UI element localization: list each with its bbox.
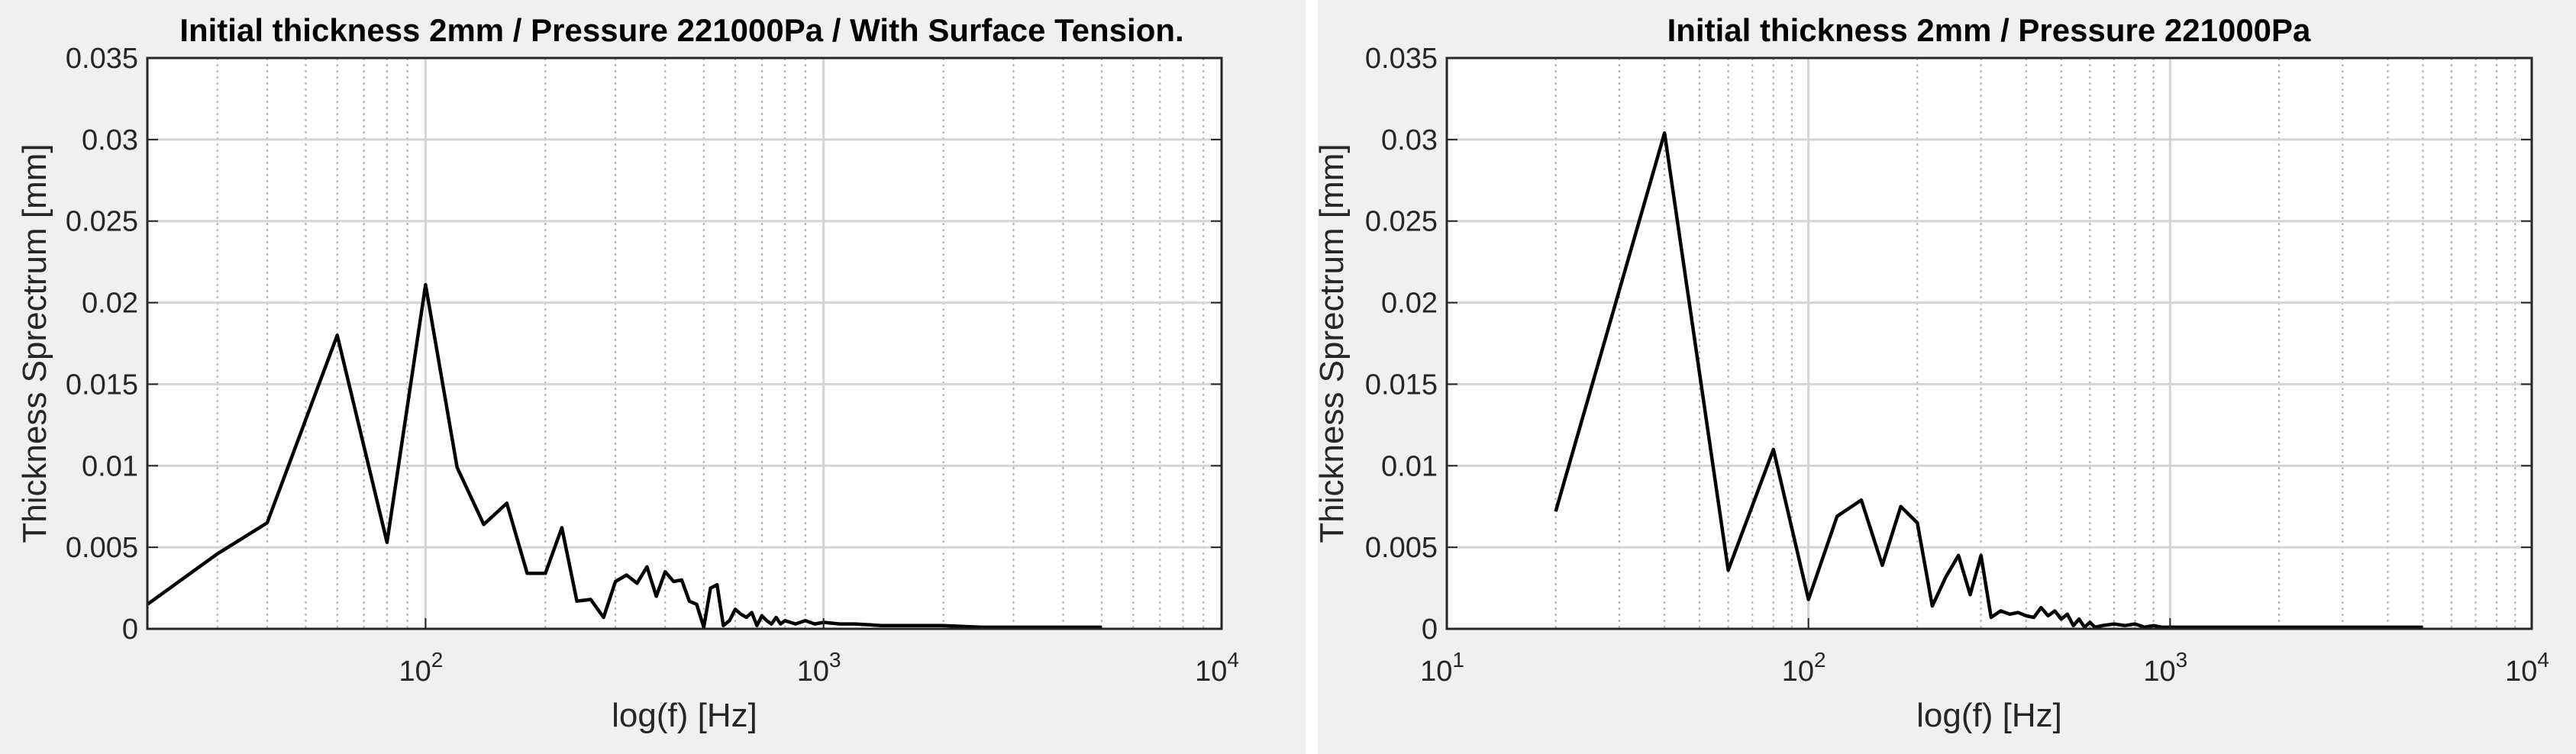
x-tick-exponent: 4 xyxy=(2537,648,2549,672)
x-tick-base: 10 xyxy=(1782,656,1814,688)
y-axis-label: Thickness Sprectrum [mm] xyxy=(16,143,53,543)
chart-title: Initial thickness 2mm / Pressure 221000P… xyxy=(1667,12,2311,48)
x-tick-label: 101 xyxy=(1420,648,1464,688)
chart-panel-right: 0 0.005 0.01 0.015 0.02 0.025 0.03 0.035 101 102 1… xyxy=(1318,0,2576,754)
x-tick-label: 102 xyxy=(399,648,443,688)
plot-area xyxy=(1447,58,2532,629)
y-tick-label: 0.01 xyxy=(1381,450,1438,482)
chart-panel-left: 0 0.005 0.01 0.015 0.02 0.025 0.03 0.035 102 103 1… xyxy=(0,0,1306,754)
y-tick-label: 0.025 xyxy=(1365,206,1438,238)
y-tick-label: 0 xyxy=(122,614,138,646)
x-tick-base: 10 xyxy=(2505,656,2537,688)
y-tick-label: 0.03 xyxy=(1381,124,1438,156)
axes-box xyxy=(146,56,1223,630)
x-tick-label: 102 xyxy=(1782,648,1826,688)
x-tick-exponent: 3 xyxy=(829,648,841,672)
y-tick-label: 0.015 xyxy=(1365,369,1438,401)
plot-area xyxy=(147,58,1222,629)
x-tick-base: 10 xyxy=(2143,656,2175,688)
x-tick-exponent: 1 xyxy=(1452,648,1464,672)
chart-title: Initial thickness 2mm / Pressure 221000P… xyxy=(179,12,1183,48)
x-tick-label: 103 xyxy=(2143,648,2187,688)
x-tick-label: 104 xyxy=(2505,648,2549,688)
y-tick-label: 0.02 xyxy=(82,288,138,320)
y-tick-label: 0.03 xyxy=(82,124,138,156)
x-tick-label: 104 xyxy=(1195,648,1239,688)
x-tick-base: 10 xyxy=(797,656,829,688)
x-tick-exponent: 4 xyxy=(1227,648,1239,672)
axes-box xyxy=(1445,56,2533,630)
x-axis-label: log(f) [Hz] xyxy=(612,697,757,734)
series-line xyxy=(146,282,1102,630)
y-tick-label: 0.025 xyxy=(66,206,138,238)
y-tick-label: 0.035 xyxy=(1365,43,1438,75)
y-tick-label: 0.015 xyxy=(66,369,138,401)
y-tick-label: 0.035 xyxy=(66,43,138,75)
x-tick-base: 10 xyxy=(1420,656,1452,688)
y-tick-label: 0.005 xyxy=(66,532,138,564)
y-axis-label: Thickness Sprectrum [mm] xyxy=(1318,143,1351,543)
x-tick-exponent: 3 xyxy=(2176,648,2188,672)
y-tick-label: 0 xyxy=(1422,614,1438,646)
x-tick-label: 103 xyxy=(797,648,841,688)
x-tick-base: 10 xyxy=(1195,656,1227,688)
series-line xyxy=(1554,131,2423,630)
x-tick-exponent: 2 xyxy=(431,648,444,672)
y-tick-label: 0.005 xyxy=(1365,532,1438,564)
y-tick-label: 0.02 xyxy=(1381,288,1438,320)
y-tick-label: 0.01 xyxy=(82,450,138,482)
x-axis-label: log(f) [Hz] xyxy=(1916,697,2062,734)
x-tick-base: 10 xyxy=(399,656,431,688)
x-tick-exponent: 2 xyxy=(1814,648,1826,672)
